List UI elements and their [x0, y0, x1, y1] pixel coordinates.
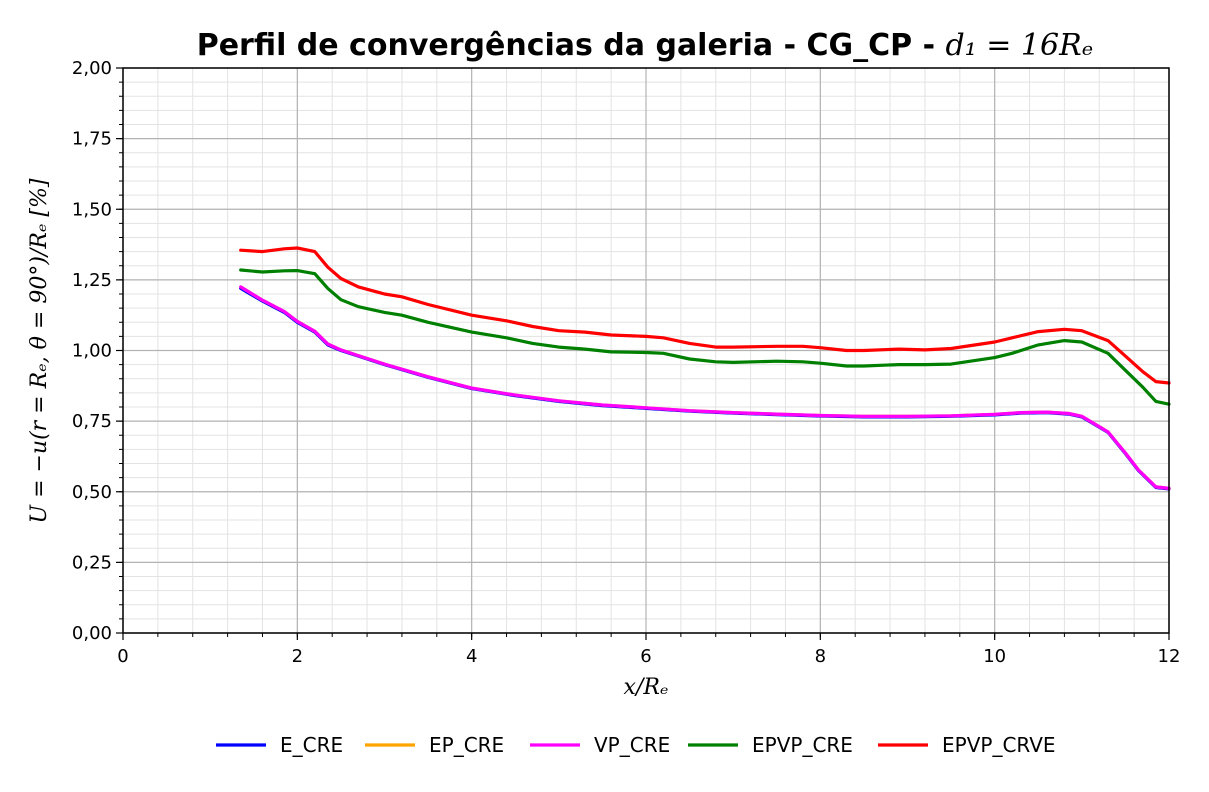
x-tick-label: 10	[983, 646, 1006, 667]
x-tick-label: 12	[1158, 646, 1181, 667]
legend-label: E_CRE	[280, 733, 343, 757]
chart-title: Perfil de convergências da galeria - CG_…	[197, 28, 1094, 63]
y-tick-label: 1,25	[72, 270, 112, 291]
tick-labels-layer: 0 2 4 6 8 10 12 0,00 0,25 0,50 0,75 1,00 1,25 1,50 1,7…	[72, 58, 1181, 667]
legend-label: VP_CRE	[594, 733, 670, 757]
y-tick-label: 0,25	[72, 552, 112, 573]
chart-title-math: d₁ = 16Rₑ	[945, 28, 1093, 63]
chart-title-text: Perfil de convergências da galeria - CG_…	[197, 28, 946, 63]
x-axis-title: x/Rₑ	[624, 675, 669, 700]
legend-label: EPVP_CRE	[752, 733, 853, 757]
x-tick-label: 2	[292, 646, 303, 667]
x-tick-label: 8	[815, 646, 826, 667]
legend-label: EPVP_CRVE	[942, 733, 1056, 757]
x-tick-label: 4	[466, 646, 477, 667]
y-tick-label: 1,00	[72, 341, 112, 362]
series-line-epvp-crve	[239, 246, 1171, 385]
y-tick-label: 0,75	[72, 411, 112, 432]
series-line-epvp-cre	[239, 268, 1171, 406]
series-layer	[239, 246, 1171, 491]
x-tick-label: 0	[117, 646, 128, 667]
x-tick-label: 6	[640, 646, 651, 667]
series-line-vp-cre	[239, 285, 1171, 490]
y-tick-label: 0,00	[72, 623, 112, 644]
y-tick-label: 1,75	[72, 129, 112, 150]
y-tick-label: 1,50	[72, 199, 112, 220]
legend: E_CRE EP_CRE VP_CRE EPVP_CRE EPVP_CRVE	[216, 733, 1056, 757]
legend-label: EP_CRE	[429, 733, 504, 757]
y-tick-label: 2,00	[72, 58, 112, 79]
ticks-layer	[116, 67, 1170, 640]
y-axis-title: U = −u(r = Rₑ, θ = 90°)/Rₑ [%]	[27, 178, 52, 523]
y-tick-label: 0,50	[72, 482, 112, 503]
